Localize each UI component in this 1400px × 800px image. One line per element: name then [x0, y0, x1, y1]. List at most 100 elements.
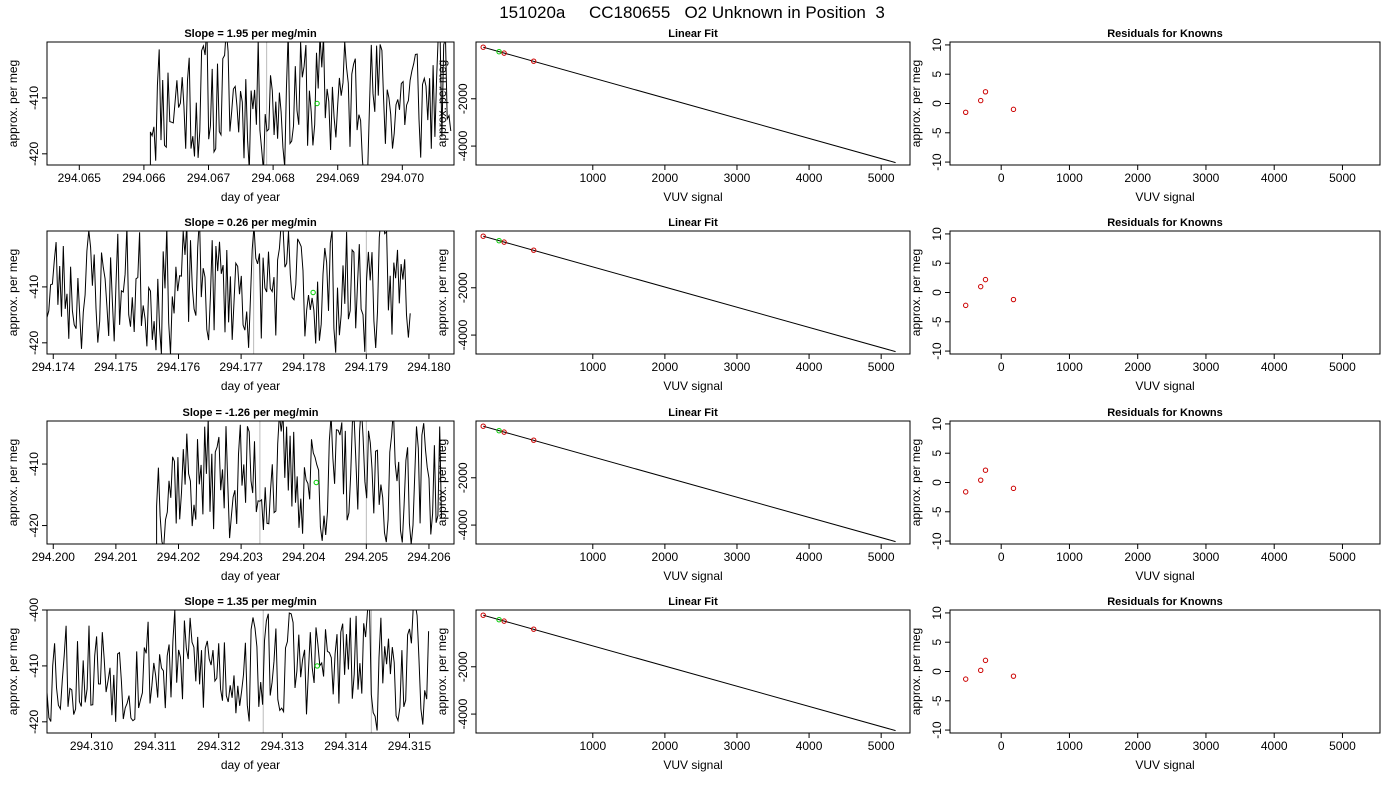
- x-tick-label: 4000: [796, 739, 823, 753]
- plot-area: [47, 231, 411, 354]
- y-tick-label: -410: [27, 654, 41, 678]
- x-tick-label: 1000: [1056, 171, 1083, 185]
- x-tick-label: 3000: [724, 550, 751, 564]
- fit-line: [483, 46, 896, 164]
- x-tick-label: 2000: [652, 739, 679, 753]
- x-tick-label: 4000: [1261, 171, 1288, 185]
- y-tick-label: 0: [930, 289, 944, 296]
- y-tick-label: 5: [930, 260, 944, 267]
- y-tick-label: -10: [930, 342, 944, 360]
- x-tick-label: 4000: [1261, 360, 1288, 374]
- x-tick-label: 294.065: [58, 171, 102, 185]
- x-tick-label: 1000: [1056, 550, 1083, 564]
- y-axis-label: approx. per meg: [6, 60, 20, 147]
- data-point: [496, 48, 502, 55]
- y-tick-label: -410: [27, 275, 41, 299]
- data-point: [496, 616, 502, 623]
- y-tick-label: -420: [27, 141, 41, 165]
- y-tick-label: -410: [27, 452, 41, 476]
- panel-title: Residuals for Knowns: [1107, 217, 1223, 229]
- x-tick-label: 0: [998, 360, 1005, 374]
- x-tick-label: 3000: [1193, 739, 1220, 753]
- x-tick-label: 294.174: [32, 360, 76, 374]
- data-point: [496, 427, 502, 434]
- data-point: [310, 289, 316, 296]
- data-trace: [149, 42, 452, 165]
- panel-r1c3: Residuals for Knowns VUV signal approx. pe…: [909, 28, 1381, 204]
- x-tick-label: 294.179: [345, 360, 389, 374]
- data-point: [496, 237, 502, 244]
- x-tick-label: 3000: [1193, 550, 1220, 564]
- plot-frame: [949, 609, 1381, 734]
- x-tick-label: 2000: [1124, 550, 1151, 564]
- x-tick-label: 4000: [796, 171, 823, 185]
- y-tick-label: 0: [930, 479, 944, 486]
- x-tick-label: 4000: [796, 360, 823, 374]
- y-tick-label: 10: [930, 227, 944, 241]
- y-tick-label: -420: [27, 513, 41, 537]
- y-tick-label: -2000: [456, 272, 470, 303]
- x-tick-label: 294.202: [157, 550, 201, 564]
- x-axis-label: VUV signal: [663, 379, 722, 393]
- y-axis-label: approx. per meg: [435, 249, 449, 336]
- x-tick-label: 294.204: [282, 550, 326, 564]
- y-tick-label: -10: [930, 153, 944, 171]
- x-tick-label: 294.201: [94, 550, 138, 564]
- y-tick-label: -4000: [456, 509, 470, 540]
- y-tick-label: -4000: [456, 698, 470, 729]
- y-axis-label: approx. per meg: [909, 249, 923, 336]
- y-tick-label: -400: [27, 598, 41, 622]
- x-tick-label: 3000: [1193, 360, 1220, 374]
- data-point: [1010, 296, 1017, 303]
- y-tick-label: -10: [930, 721, 944, 739]
- data-point: [962, 109, 969, 115]
- x-tick-label: 5000: [868, 360, 895, 374]
- y-tick-label: -4000: [456, 130, 470, 161]
- data-point: [978, 97, 984, 104]
- plot-frame: [46, 41, 455, 166]
- x-tick-label: 294.175: [94, 360, 138, 374]
- data-point: [982, 657, 989, 664]
- data-point: [480, 612, 486, 618]
- x-tick-label: 294.314: [324, 739, 368, 753]
- y-axis-label: approx. per meg: [435, 60, 449, 147]
- y-tick-label: 10: [930, 606, 944, 620]
- y-tick-label: -420: [27, 709, 41, 733]
- y-axis-label: approx. per meg: [909, 439, 923, 526]
- x-tick-label: 3000: [724, 739, 751, 753]
- x-tick-label: 3000: [1193, 171, 1220, 185]
- panel-r1c2: Linear Fit VUV signal approx. per meg 1000 2…: [435, 28, 911, 204]
- x-tick-label: 1000: [579, 739, 606, 753]
- panel-title: Slope = 1.35 per meg/min: [184, 596, 317, 608]
- data-point: [501, 618, 507, 624]
- x-tick-label: 294.069: [316, 171, 360, 185]
- x-tick-label: 4000: [1261, 739, 1288, 753]
- x-tick-label: 5000: [1329, 739, 1356, 753]
- data-point: [962, 676, 969, 682]
- panel-title: Residuals for Knowns: [1107, 407, 1223, 419]
- y-tick-label: -10: [930, 532, 944, 550]
- data-trace: [47, 610, 430, 731]
- fit-line: [483, 235, 896, 353]
- y-tick-label: -5: [930, 695, 944, 706]
- x-tick-label: 5000: [868, 171, 895, 185]
- x-tick-label: 5000: [1329, 360, 1356, 374]
- panel-title: Slope = 1.95 per meg/min: [184, 28, 317, 40]
- panel-title: Linear Fit: [668, 217, 718, 229]
- y-tick-label: -2000: [456, 651, 470, 682]
- y-tick-label: 0: [930, 100, 944, 107]
- fit-line: [483, 614, 896, 732]
- x-tick-label: 294.315: [388, 739, 432, 753]
- x-axis-label: day of year: [221, 758, 280, 772]
- y-axis-label: approx. per meg: [6, 439, 20, 526]
- x-tick-label: 294.177: [219, 360, 263, 374]
- data-point: [501, 429, 507, 435]
- data-point: [480, 423, 486, 429]
- x-tick-label: 2000: [652, 171, 679, 185]
- x-tick-label: 294.176: [157, 360, 201, 374]
- y-tick-label: -2000: [456, 462, 470, 493]
- data-point: [480, 44, 486, 50]
- data-point: [1010, 673, 1017, 679]
- data-point: [978, 477, 984, 483]
